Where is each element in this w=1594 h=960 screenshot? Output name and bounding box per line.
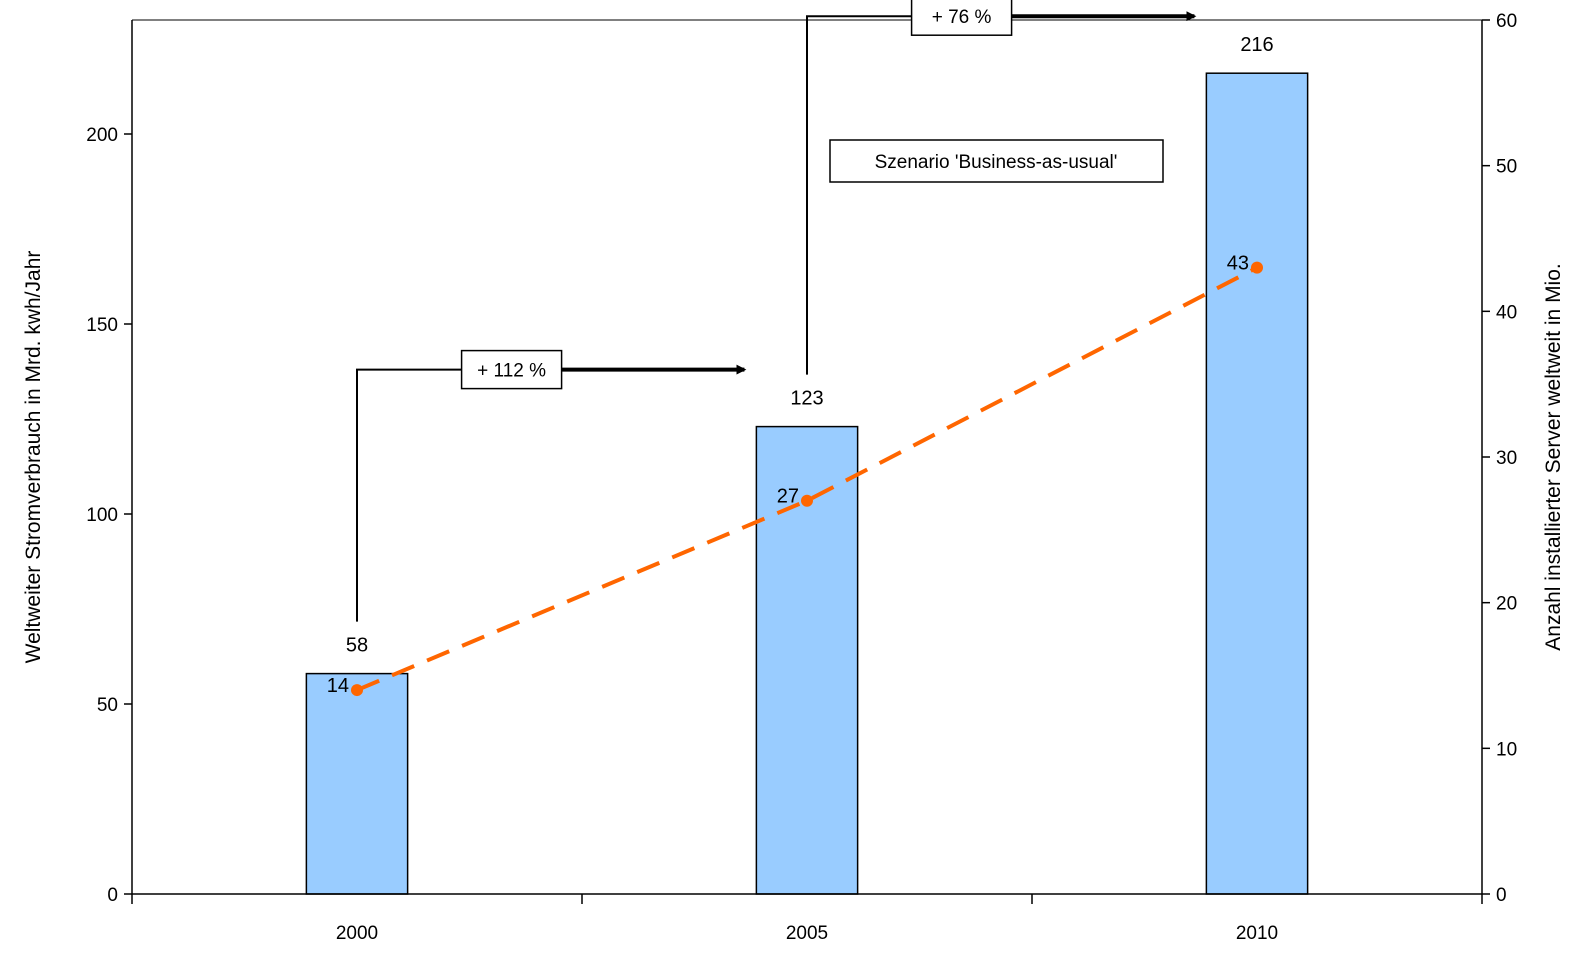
growth-box-growth-1 bbox=[460, 349, 563, 390]
bar-2010 bbox=[1205, 72, 1309, 895]
server-label-2010: 43 bbox=[1227, 253, 1249, 275]
y-tick-label-0: 0 bbox=[107, 885, 118, 906]
y2-tick-label-30: 30 bbox=[1496, 448, 1517, 469]
growth-text-growth-1: + 112 % bbox=[477, 361, 546, 382]
server-label-2000: 14 bbox=[327, 675, 349, 697]
x-tick-label-2010: 2010 bbox=[1236, 923, 1278, 944]
server-label-2005: 27 bbox=[777, 486, 799, 508]
y2-tick-label-40: 40 bbox=[1496, 302, 1517, 323]
scenario-box bbox=[829, 139, 1164, 183]
scenario-text: Szenario 'Business-as-usual' bbox=[875, 152, 1118, 173]
bars-layer bbox=[305, 72, 1309, 895]
y2-tick-label-60: 60 bbox=[1496, 11, 1517, 32]
y-tick-label-100: 100 bbox=[86, 505, 118, 526]
y2-tick-label-0: 0 bbox=[1496, 885, 1507, 906]
y2-tick-label-50: 50 bbox=[1496, 157, 1517, 178]
y2-axis-title: Anzahl installierter Server weltweit in … bbox=[1542, 263, 1565, 650]
y-tick-label-200: 200 bbox=[86, 125, 118, 146]
y-tick-label-50: 50 bbox=[97, 695, 118, 716]
x-tick-label-2005: 2005 bbox=[786, 923, 828, 944]
y-axis-title: Weltweiter Stromverbrauch in Mrd. kwh/Ja… bbox=[22, 251, 45, 664]
growth-text-growth-2: + 76 % bbox=[932, 7, 992, 28]
bar-label-2010: 216 bbox=[1240, 34, 1273, 56]
server-point-2000 bbox=[351, 684, 363, 697]
y2-tick-label-20: 20 bbox=[1496, 594, 1517, 615]
bar-label-2000: 58 bbox=[346, 635, 368, 657]
line-layer bbox=[351, 261, 1263, 697]
bar-label-2005: 123 bbox=[790, 388, 823, 410]
annotations-layer: + 112 % + 76 % Szenario 'Business-as-usual… bbox=[356, 0, 1197, 622]
server-point-2010 bbox=[1251, 261, 1263, 274]
y-tick-label-150: 150 bbox=[86, 315, 118, 336]
bar-2000 bbox=[305, 672, 409, 895]
labels-layer: 14 27 43 58 123 216 bbox=[327, 34, 1274, 697]
growth-box-growth-2 bbox=[910, 0, 1013, 36]
server-count-line bbox=[356, 265, 1258, 692]
x-tick-label-2000: 2000 bbox=[336, 923, 378, 944]
y2-tick-label-10: 10 bbox=[1496, 739, 1517, 760]
server-point-2005 bbox=[801, 494, 813, 507]
